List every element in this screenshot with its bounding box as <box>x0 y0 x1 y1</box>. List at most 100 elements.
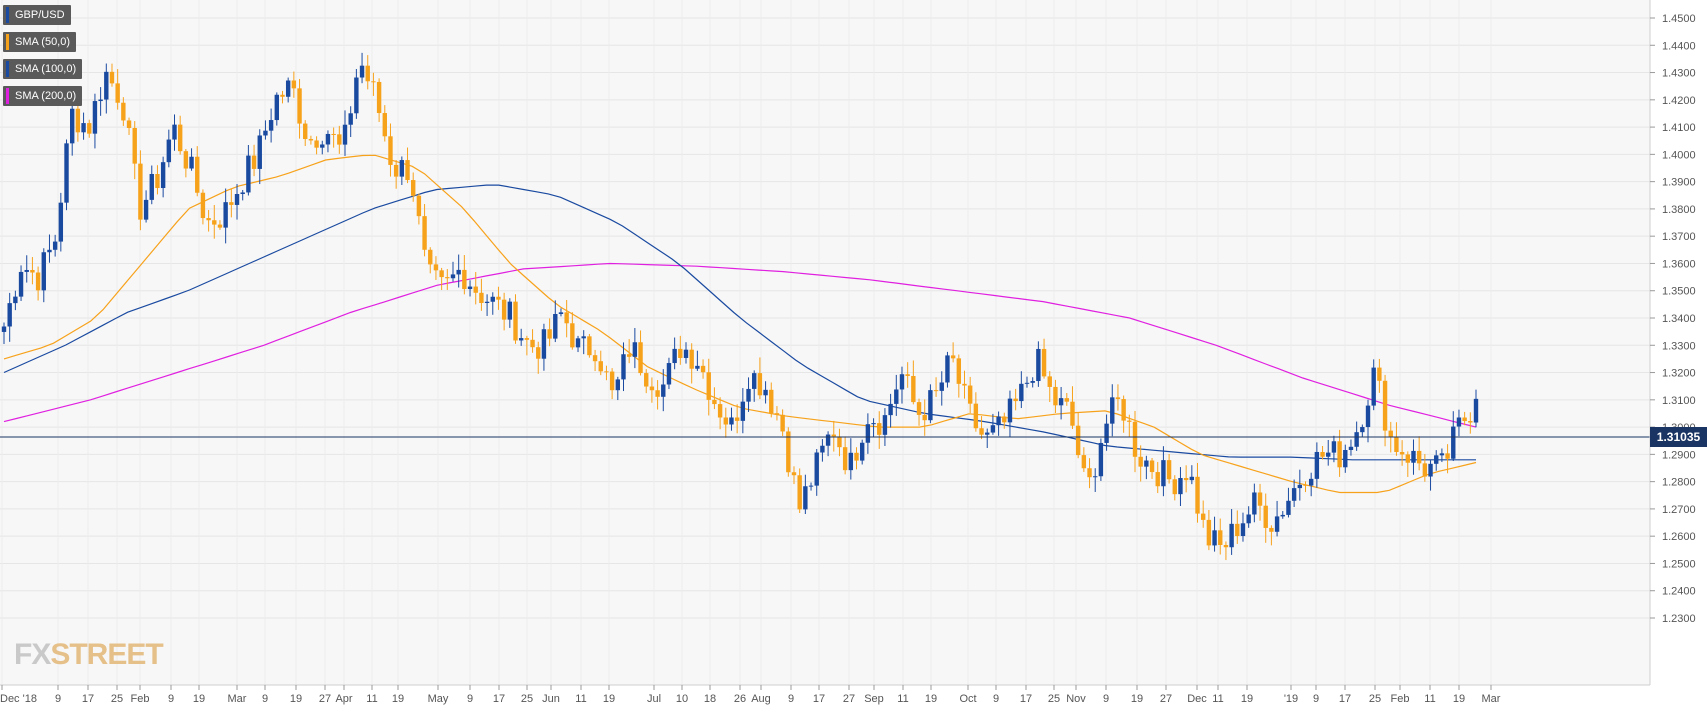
candle-body <box>1451 426 1456 459</box>
candle-body <box>1439 453 1445 456</box>
candle-body <box>729 417 734 425</box>
candle-body <box>13 296 18 304</box>
x-tick-label: 25 <box>111 693 123 705</box>
candle-body <box>1348 446 1354 450</box>
candle-body <box>848 452 854 471</box>
candle-body <box>1411 450 1416 463</box>
candle-body <box>41 252 46 291</box>
y-tick-label: 1.4400 <box>1662 40 1696 52</box>
candle-body <box>1058 398 1064 406</box>
candle-body <box>1013 398 1018 402</box>
candle-body <box>1 326 7 332</box>
candle-body <box>75 108 81 133</box>
candle-body <box>166 139 172 163</box>
candle-body <box>615 379 621 391</box>
candle-body <box>200 192 206 219</box>
candle-body <box>803 486 808 510</box>
candle-body <box>1405 454 1410 463</box>
candle-body <box>1337 441 1342 468</box>
candle-body <box>604 371 609 373</box>
legend-item-gbpusd[interactable]: GBP/USD <box>3 5 71 25</box>
y-tick-label: 1.3500 <box>1662 286 1696 298</box>
candle-body <box>35 272 41 291</box>
candle-body <box>928 390 933 421</box>
candle-body <box>405 160 410 181</box>
candle-body <box>859 442 865 461</box>
candle-body <box>518 338 524 341</box>
candle-body <box>956 358 962 384</box>
candle-body <box>1297 484 1303 489</box>
candle-body <box>712 399 717 405</box>
candle-body <box>337 134 342 145</box>
fxstreet-logo: FXSTREET <box>14 638 164 672</box>
candle-body <box>149 173 154 200</box>
candle-body <box>445 277 450 279</box>
candle-body <box>644 373 649 387</box>
candle-body <box>513 301 518 341</box>
candle-body <box>973 403 979 429</box>
x-tick-label: Jul <box>647 693 661 705</box>
candle-body <box>371 81 376 83</box>
candle-body <box>939 382 944 391</box>
legend-item-sma50[interactable]: SMA (50,0) <box>3 32 77 52</box>
candle-body <box>1422 463 1428 477</box>
candle-body <box>223 202 228 228</box>
legend-item-sma200[interactable]: SMA (200,0) <box>3 86 83 106</box>
candle-body <box>1195 476 1200 514</box>
y-tick-label: 1.3900 <box>1662 177 1696 189</box>
y-tick-label: 1.3400 <box>1662 313 1696 325</box>
candle-body <box>30 269 35 273</box>
candle-body <box>462 269 467 290</box>
candle-body <box>1240 523 1246 537</box>
candle-body <box>854 452 859 461</box>
candle-body <box>411 180 416 196</box>
x-tick-label: 9 <box>1313 693 1319 705</box>
candle-body <box>1326 452 1331 457</box>
x-tick-label: 26 <box>734 693 746 705</box>
y-tick-label: 1.3100 <box>1662 395 1696 407</box>
candle-body <box>700 365 706 373</box>
candle-body <box>808 485 814 487</box>
candle-body <box>342 124 348 145</box>
candle-body <box>894 389 899 404</box>
candle-body <box>467 286 473 290</box>
x-tick-label: 9 <box>1103 693 1109 705</box>
candle-body <box>422 216 427 250</box>
candle-body <box>217 224 223 228</box>
candle-body <box>678 348 683 358</box>
y-tick-label: 1.3200 <box>1662 368 1696 380</box>
candle-body <box>496 296 501 300</box>
candle-body <box>1354 432 1359 447</box>
candle-body <box>1416 450 1422 464</box>
x-tick-label: 25 <box>521 693 533 705</box>
candle-body <box>1178 478 1183 495</box>
candle-body <box>433 264 439 271</box>
x-tick-label: 17 <box>813 693 825 705</box>
y-tick-label: 1.2600 <box>1662 531 1696 543</box>
candle-body <box>990 425 996 433</box>
candle-body <box>285 80 291 97</box>
candle-body <box>1200 513 1206 520</box>
candle-body <box>325 133 331 145</box>
sma100-path <box>3 184 1476 461</box>
candle-body <box>1172 479 1177 495</box>
candle-body <box>439 270 444 278</box>
candle-body <box>1365 405 1371 428</box>
candle-body <box>734 417 740 421</box>
candle-body <box>797 475 802 510</box>
candle-body <box>524 338 530 340</box>
candle-body <box>365 65 370 82</box>
x-tick-label: 9 <box>168 693 174 705</box>
candle-body <box>189 156 194 169</box>
candle-body <box>155 173 160 189</box>
candle-body <box>547 329 552 339</box>
candle-body <box>780 414 785 432</box>
legend-item-sma100[interactable]: SMA (100,0) <box>3 59 83 79</box>
candle-body <box>428 249 433 265</box>
candle-body <box>950 355 956 359</box>
candle-body <box>1047 376 1052 387</box>
x-tick-label: 9 <box>788 693 794 705</box>
x-tick-label: 9 <box>993 693 999 705</box>
candle-body <box>1212 530 1217 546</box>
candle-body <box>774 413 780 415</box>
